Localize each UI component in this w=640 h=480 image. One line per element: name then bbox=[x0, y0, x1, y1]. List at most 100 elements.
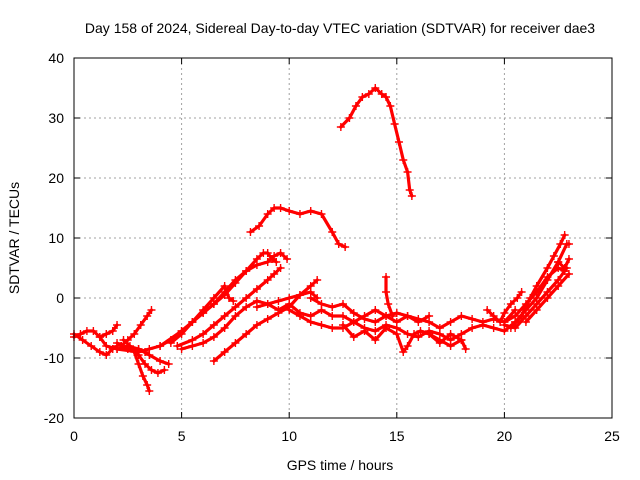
data-point-marker bbox=[276, 264, 285, 272]
data-point-marker bbox=[177, 345, 186, 353]
data-point-marker bbox=[242, 267, 251, 275]
data-point-marker bbox=[209, 333, 218, 341]
tick-labels: 0 5 10 15 20 25 -20 -10 0 10 20 30 40 bbox=[44, 50, 620, 444]
data-point-marker bbox=[295, 291, 304, 299]
data-point-marker bbox=[76, 330, 85, 338]
data-point-marker bbox=[371, 306, 380, 314]
data-point-marker bbox=[224, 294, 233, 302]
data-point-marker bbox=[166, 339, 175, 347]
data-point-marker bbox=[500, 309, 509, 317]
data-point-marker bbox=[130, 330, 139, 338]
data-point-marker bbox=[360, 315, 369, 323]
data-point-marker bbox=[394, 138, 403, 146]
data-point-marker bbox=[543, 294, 552, 302]
data-point-marker bbox=[425, 312, 434, 320]
data-point-marker bbox=[388, 312, 397, 320]
series-arc-03 bbox=[95, 321, 122, 341]
data-point-marker bbox=[564, 240, 573, 248]
data-point-marker bbox=[209, 357, 218, 365]
y-axis-title: SDTVAR / TECUs bbox=[6, 182, 22, 294]
series-trace bbox=[384, 275, 395, 318]
data-point-marker bbox=[403, 342, 412, 350]
data-point-marker bbox=[339, 321, 347, 329]
data-point-marker bbox=[457, 336, 466, 344]
data-point-marker bbox=[328, 324, 337, 332]
x-tick-label: 5 bbox=[178, 428, 186, 444]
data-point-marker bbox=[263, 300, 272, 308]
data-point-marker bbox=[371, 327, 380, 335]
data-point-marker bbox=[478, 321, 487, 329]
data-point-marker bbox=[483, 306, 492, 314]
data-point-marker bbox=[274, 297, 283, 305]
data-point-marker bbox=[382, 273, 391, 281]
y-tick-label: -10 bbox=[44, 350, 64, 366]
data-point-marker bbox=[392, 330, 401, 338]
series-arc-25 bbox=[521, 270, 573, 326]
series-trace bbox=[158, 251, 289, 348]
data-point-marker bbox=[295, 210, 304, 218]
data-point-marker bbox=[399, 156, 408, 164]
data-point-marker bbox=[188, 318, 197, 326]
data-point-marker bbox=[306, 207, 315, 215]
data-point-marker bbox=[209, 294, 218, 302]
data-point-marker bbox=[263, 315, 272, 323]
series-arc-09 bbox=[156, 249, 292, 350]
data-point-marker bbox=[386, 102, 395, 110]
data-point-marker bbox=[317, 321, 326, 329]
y-tick-label: -20 bbox=[44, 410, 64, 426]
data-point-marker bbox=[506, 300, 515, 308]
data-point-marker bbox=[199, 339, 208, 347]
data-point-marker bbox=[532, 306, 541, 314]
data-point-marker bbox=[521, 300, 530, 308]
data-point-marker bbox=[339, 300, 347, 308]
data-point-marker bbox=[145, 345, 154, 353]
data-point-marker bbox=[407, 192, 416, 200]
series-arc-14 bbox=[246, 204, 350, 251]
series-trace bbox=[287, 308, 517, 342]
series-arc-10 bbox=[166, 282, 238, 347]
data-point-marker bbox=[220, 282, 229, 290]
data-point-marker bbox=[231, 312, 240, 320]
data-point-marker bbox=[156, 342, 165, 350]
data-point-marker bbox=[108, 327, 117, 335]
data-point-marker bbox=[360, 327, 369, 335]
series-arc-26 bbox=[554, 255, 573, 272]
data-point-marker bbox=[543, 273, 552, 281]
data-point-marker bbox=[390, 120, 399, 128]
data-point-marker bbox=[334, 240, 343, 248]
series-trace bbox=[341, 323, 468, 354]
data-point-marker bbox=[446, 342, 455, 350]
data-point-marker bbox=[317, 210, 326, 218]
series-layer bbox=[70, 84, 573, 395]
data-point-marker bbox=[102, 330, 111, 338]
data-point-marker bbox=[532, 288, 541, 296]
data-point-marker bbox=[351, 102, 360, 110]
data-point-marker bbox=[220, 312, 229, 320]
data-point-marker bbox=[95, 348, 104, 356]
data-point-marker bbox=[263, 210, 272, 218]
x-tick-label: 25 bbox=[604, 428, 620, 444]
series-arc-13 bbox=[209, 276, 322, 365]
data-point-marker bbox=[382, 288, 391, 296]
series-arc-15 bbox=[336, 84, 416, 200]
data-point-marker bbox=[364, 90, 373, 98]
data-point-marker bbox=[123, 336, 132, 344]
data-point-marker bbox=[188, 342, 197, 350]
data-point-marker bbox=[306, 318, 315, 326]
data-point-marker bbox=[339, 312, 347, 320]
data-point-marker bbox=[560, 264, 569, 272]
data-point-marker bbox=[295, 312, 304, 320]
series-trace bbox=[427, 332, 463, 348]
data-point-marker bbox=[392, 309, 401, 317]
data-point-marker bbox=[153, 369, 162, 377]
series-arc-24 bbox=[500, 264, 571, 332]
x-axis-title: GPS time / hours bbox=[287, 457, 394, 473]
data-point-marker bbox=[252, 261, 261, 269]
x-tick-label: 15 bbox=[389, 428, 405, 444]
data-point-marker bbox=[328, 312, 337, 320]
data-point-marker bbox=[102, 342, 111, 350]
data-point-marker bbox=[446, 330, 455, 338]
data-point-marker bbox=[414, 318, 423, 326]
series-trace bbox=[98, 323, 119, 339]
data-point-marker bbox=[147, 306, 156, 314]
